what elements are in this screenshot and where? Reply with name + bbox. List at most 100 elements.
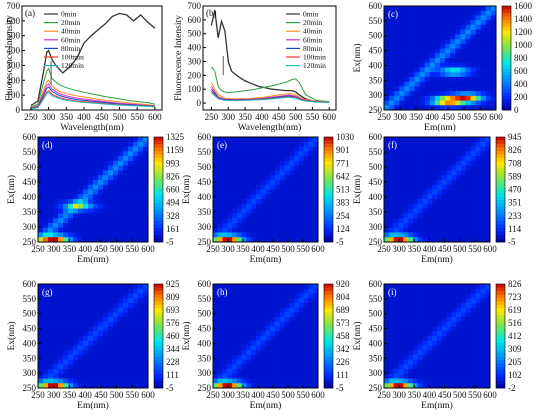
heat-cell <box>83 312 89 318</box>
heat-cell <box>490 62 497 68</box>
y-tick-label: 300 <box>188 56 202 66</box>
heat-cell <box>470 345 476 351</box>
heat-cell <box>398 312 404 318</box>
colorbar-label: 1000 <box>514 40 533 50</box>
heat-cell <box>394 95 400 101</box>
heat-cell <box>275 364 281 370</box>
heat-cell <box>441 307 448 313</box>
heat-cell <box>289 293 295 299</box>
colorbar-segment <box>324 294 333 299</box>
heat-cell <box>427 156 433 162</box>
heat-cell <box>408 213 414 219</box>
heat-cell <box>246 373 252 379</box>
heat-cell <box>98 141 104 147</box>
heat-cell <box>465 100 471 106</box>
colorbar-segment <box>154 349 163 354</box>
heat-cell <box>73 321 79 327</box>
heat-cell <box>440 39 446 45</box>
heat-cell <box>429 20 436 26</box>
heat-cell <box>128 326 134 332</box>
heat-cell <box>427 307 433 313</box>
heat-cell <box>398 179 404 186</box>
heat-cell <box>398 359 404 365</box>
heat-cell <box>414 48 421 54</box>
x-tick-label: 450 <box>94 390 108 400</box>
y-tick-label: 0 <box>16 105 21 115</box>
heat-cell <box>217 208 223 214</box>
heat-cell <box>227 170 233 176</box>
heat-cell <box>485 100 492 106</box>
heat-cell <box>53 184 59 190</box>
heat-cell <box>480 58 487 64</box>
x-tick-label: 350 <box>409 112 423 122</box>
heat-cell <box>437 208 443 214</box>
heat-cell <box>475 350 481 356</box>
heat-cell <box>404 67 410 73</box>
heat-cell <box>138 354 144 361</box>
heat-cell <box>143 288 149 294</box>
heat-cell <box>222 383 228 389</box>
colorbar-segment <box>154 284 163 288</box>
heat-cell <box>236 160 243 167</box>
heat-cell <box>108 146 114 152</box>
heat-cell <box>388 213 395 219</box>
heat-cell <box>284 340 290 346</box>
heat-cell <box>419 48 426 54</box>
heat-cell <box>138 345 144 351</box>
heat-cell <box>213 227 219 233</box>
heat-cell <box>222 307 228 313</box>
panel-label: (h) <box>217 287 228 297</box>
heat-cell <box>88 165 94 171</box>
heat-cell <box>389 15 395 21</box>
heat-cell <box>88 213 94 219</box>
heat-cell <box>427 326 433 332</box>
heat-cell <box>83 170 89 176</box>
heat-cell <box>485 67 492 73</box>
heat-cell <box>270 284 276 290</box>
y-tick-label: 450 <box>369 46 383 56</box>
heat-cell <box>68 340 74 346</box>
heat-cell <box>63 237 69 243</box>
heat-cell <box>461 317 467 323</box>
heat-cell <box>308 364 314 370</box>
heat-cell <box>446 175 452 181</box>
colorbar-segment <box>502 12 511 17</box>
heat-cell <box>236 369 243 375</box>
series-line-20min <box>30 67 156 108</box>
heat-cell <box>475 86 482 92</box>
heat-cell <box>255 189 262 195</box>
heat-cell <box>393 293 399 299</box>
heat-cell <box>422 232 428 238</box>
heat-cell <box>128 369 134 375</box>
colorbar-label: 804 <box>336 292 350 302</box>
heat-cell <box>251 354 257 361</box>
heat-cell <box>399 24 405 31</box>
colorbar-label: 1200 <box>514 27 533 37</box>
heat-cell <box>133 156 139 162</box>
heat-cell <box>73 227 79 233</box>
heat-cell <box>43 345 49 351</box>
heat-cell <box>251 179 257 186</box>
heat-cell <box>78 331 84 337</box>
heat-cell <box>409 100 415 106</box>
heat-cell <box>417 199 423 205</box>
heat-cell <box>222 160 228 167</box>
heat-cell <box>138 141 144 147</box>
heat-cell <box>294 184 300 190</box>
heat-cell <box>83 175 89 181</box>
colorbar-segment <box>154 381 163 385</box>
heat-cell <box>313 222 319 229</box>
heat-cell <box>298 141 305 147</box>
heat-cell <box>138 199 144 205</box>
heat-cell <box>128 146 134 152</box>
colorbar-segment <box>496 367 505 372</box>
heat-cell <box>275 307 281 313</box>
heat-cell <box>103 151 109 157</box>
heat-cell <box>138 340 144 346</box>
colorbar-segment <box>502 61 511 66</box>
heat-cell <box>279 141 285 147</box>
heat-cell <box>456 184 462 190</box>
heat-cell <box>398 331 404 337</box>
heat-cell <box>246 321 252 327</box>
heat-cell <box>251 199 257 205</box>
